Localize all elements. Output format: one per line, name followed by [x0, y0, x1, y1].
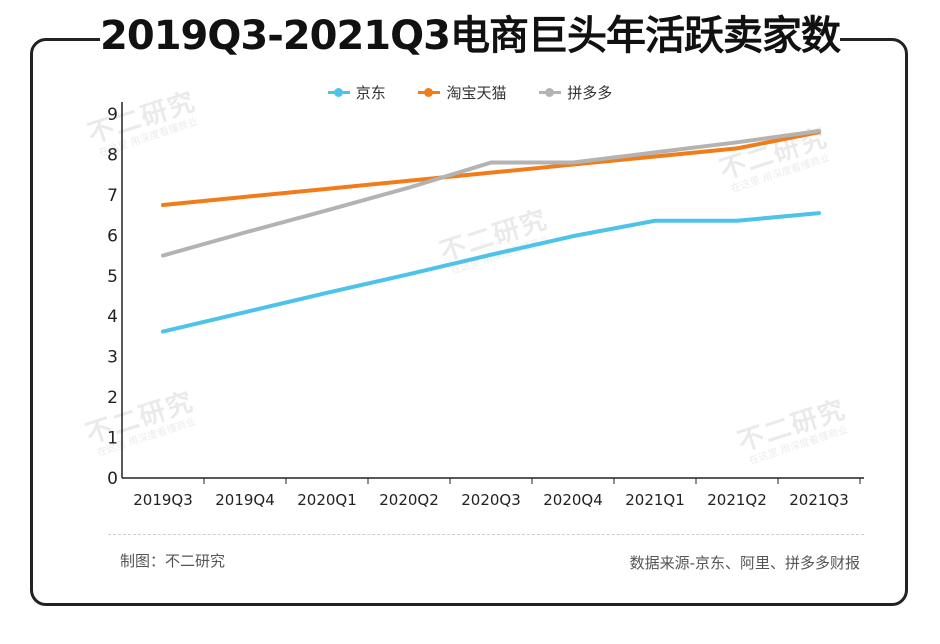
legend-label-taobao: 淘宝天猫	[446, 84, 507, 102]
y-tick-label: 5	[107, 267, 118, 287]
x-tick-label: 2020Q3	[461, 491, 521, 509]
y-tick-label: 2	[107, 388, 118, 408]
legend-swatch-jd	[327, 88, 350, 97]
y-tick-label: 3	[107, 348, 118, 368]
legend-item-pdd: 拼多多	[539, 82, 612, 103]
data-source: 数据来源-京东、阿里、拼多多财报	[629, 554, 860, 572]
legend-item-taobao: 淘宝天猫	[418, 82, 507, 103]
y-tick-label: 6	[107, 226, 118, 246]
chart-maker-credit: 制图：不二研究	[120, 552, 226, 570]
footer-divider	[108, 534, 864, 535]
legend-label-jd: 京东	[355, 84, 386, 102]
chart-title: 2019Q3-2021Q3电商巨头年活跃卖家数	[100, 6, 841, 66]
chart-legend: 京东 淘宝天猫 拼多多	[0, 80, 940, 103]
y-tick-label: 4	[107, 307, 118, 327]
x-tick-label: 2021Q2	[707, 491, 767, 509]
y-tick-label: 7	[107, 186, 118, 206]
series-line-pdd	[161, 128, 821, 258]
x-tick-label: 2019Q3	[133, 491, 193, 509]
x-tick-label: 2021Q1	[625, 491, 685, 509]
x-tick-label: 2020Q4	[543, 491, 603, 509]
y-tick-label: 1	[107, 429, 118, 449]
x-tick-label: 2021Q3	[789, 491, 849, 509]
x-tick-label: 2020Q2	[379, 491, 439, 509]
legend-swatch-pdd	[539, 88, 562, 97]
legend-item-jd: 京东	[327, 82, 386, 103]
x-tick-label: 2019Q4	[215, 491, 275, 509]
series-line-taobao	[161, 130, 821, 207]
legend-swatch-taobao	[418, 88, 441, 97]
series-line-jd	[161, 211, 821, 334]
y-tick-label: 8	[107, 145, 118, 165]
legend-label-pdd: 拼多多	[567, 84, 613, 102]
y-tick-label: 0	[107, 469, 118, 489]
y-tick-label: 9	[107, 105, 118, 125]
x-tick-label: 2020Q1	[297, 491, 357, 509]
